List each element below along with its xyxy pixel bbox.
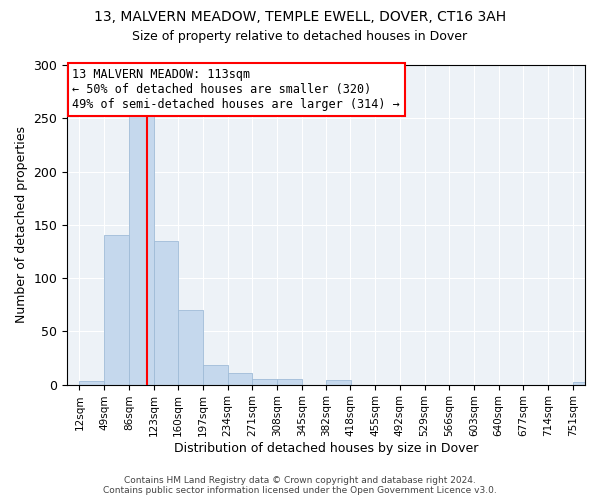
- Bar: [104, 236, 129, 384]
- Text: Size of property relative to detached houses in Dover: Size of property relative to detached ho…: [133, 30, 467, 43]
- Bar: [154, 241, 178, 384]
- Y-axis label: Number of detached properties: Number of detached properties: [15, 126, 28, 324]
- X-axis label: Distribution of detached houses by size in Dover: Distribution of detached houses by size …: [174, 442, 478, 455]
- Bar: [178, 310, 203, 384]
- Text: 13, MALVERN MEADOW, TEMPLE EWELL, DOVER, CT16 3AH: 13, MALVERN MEADOW, TEMPLE EWELL, DOVER,…: [94, 10, 506, 24]
- Bar: [253, 380, 277, 384]
- Text: 13 MALVERN MEADOW: 113sqm
← 50% of detached houses are smaller (320)
49% of semi: 13 MALVERN MEADOW: 113sqm ← 50% of detac…: [73, 68, 400, 111]
- Bar: [572, 382, 598, 384]
- Bar: [203, 366, 227, 384]
- Bar: [277, 380, 302, 384]
- Bar: [227, 373, 253, 384]
- Bar: [129, 116, 154, 384]
- Bar: [79, 382, 104, 384]
- Bar: [326, 380, 351, 384]
- Text: Contains HM Land Registry data © Crown copyright and database right 2024.
Contai: Contains HM Land Registry data © Crown c…: [103, 476, 497, 495]
